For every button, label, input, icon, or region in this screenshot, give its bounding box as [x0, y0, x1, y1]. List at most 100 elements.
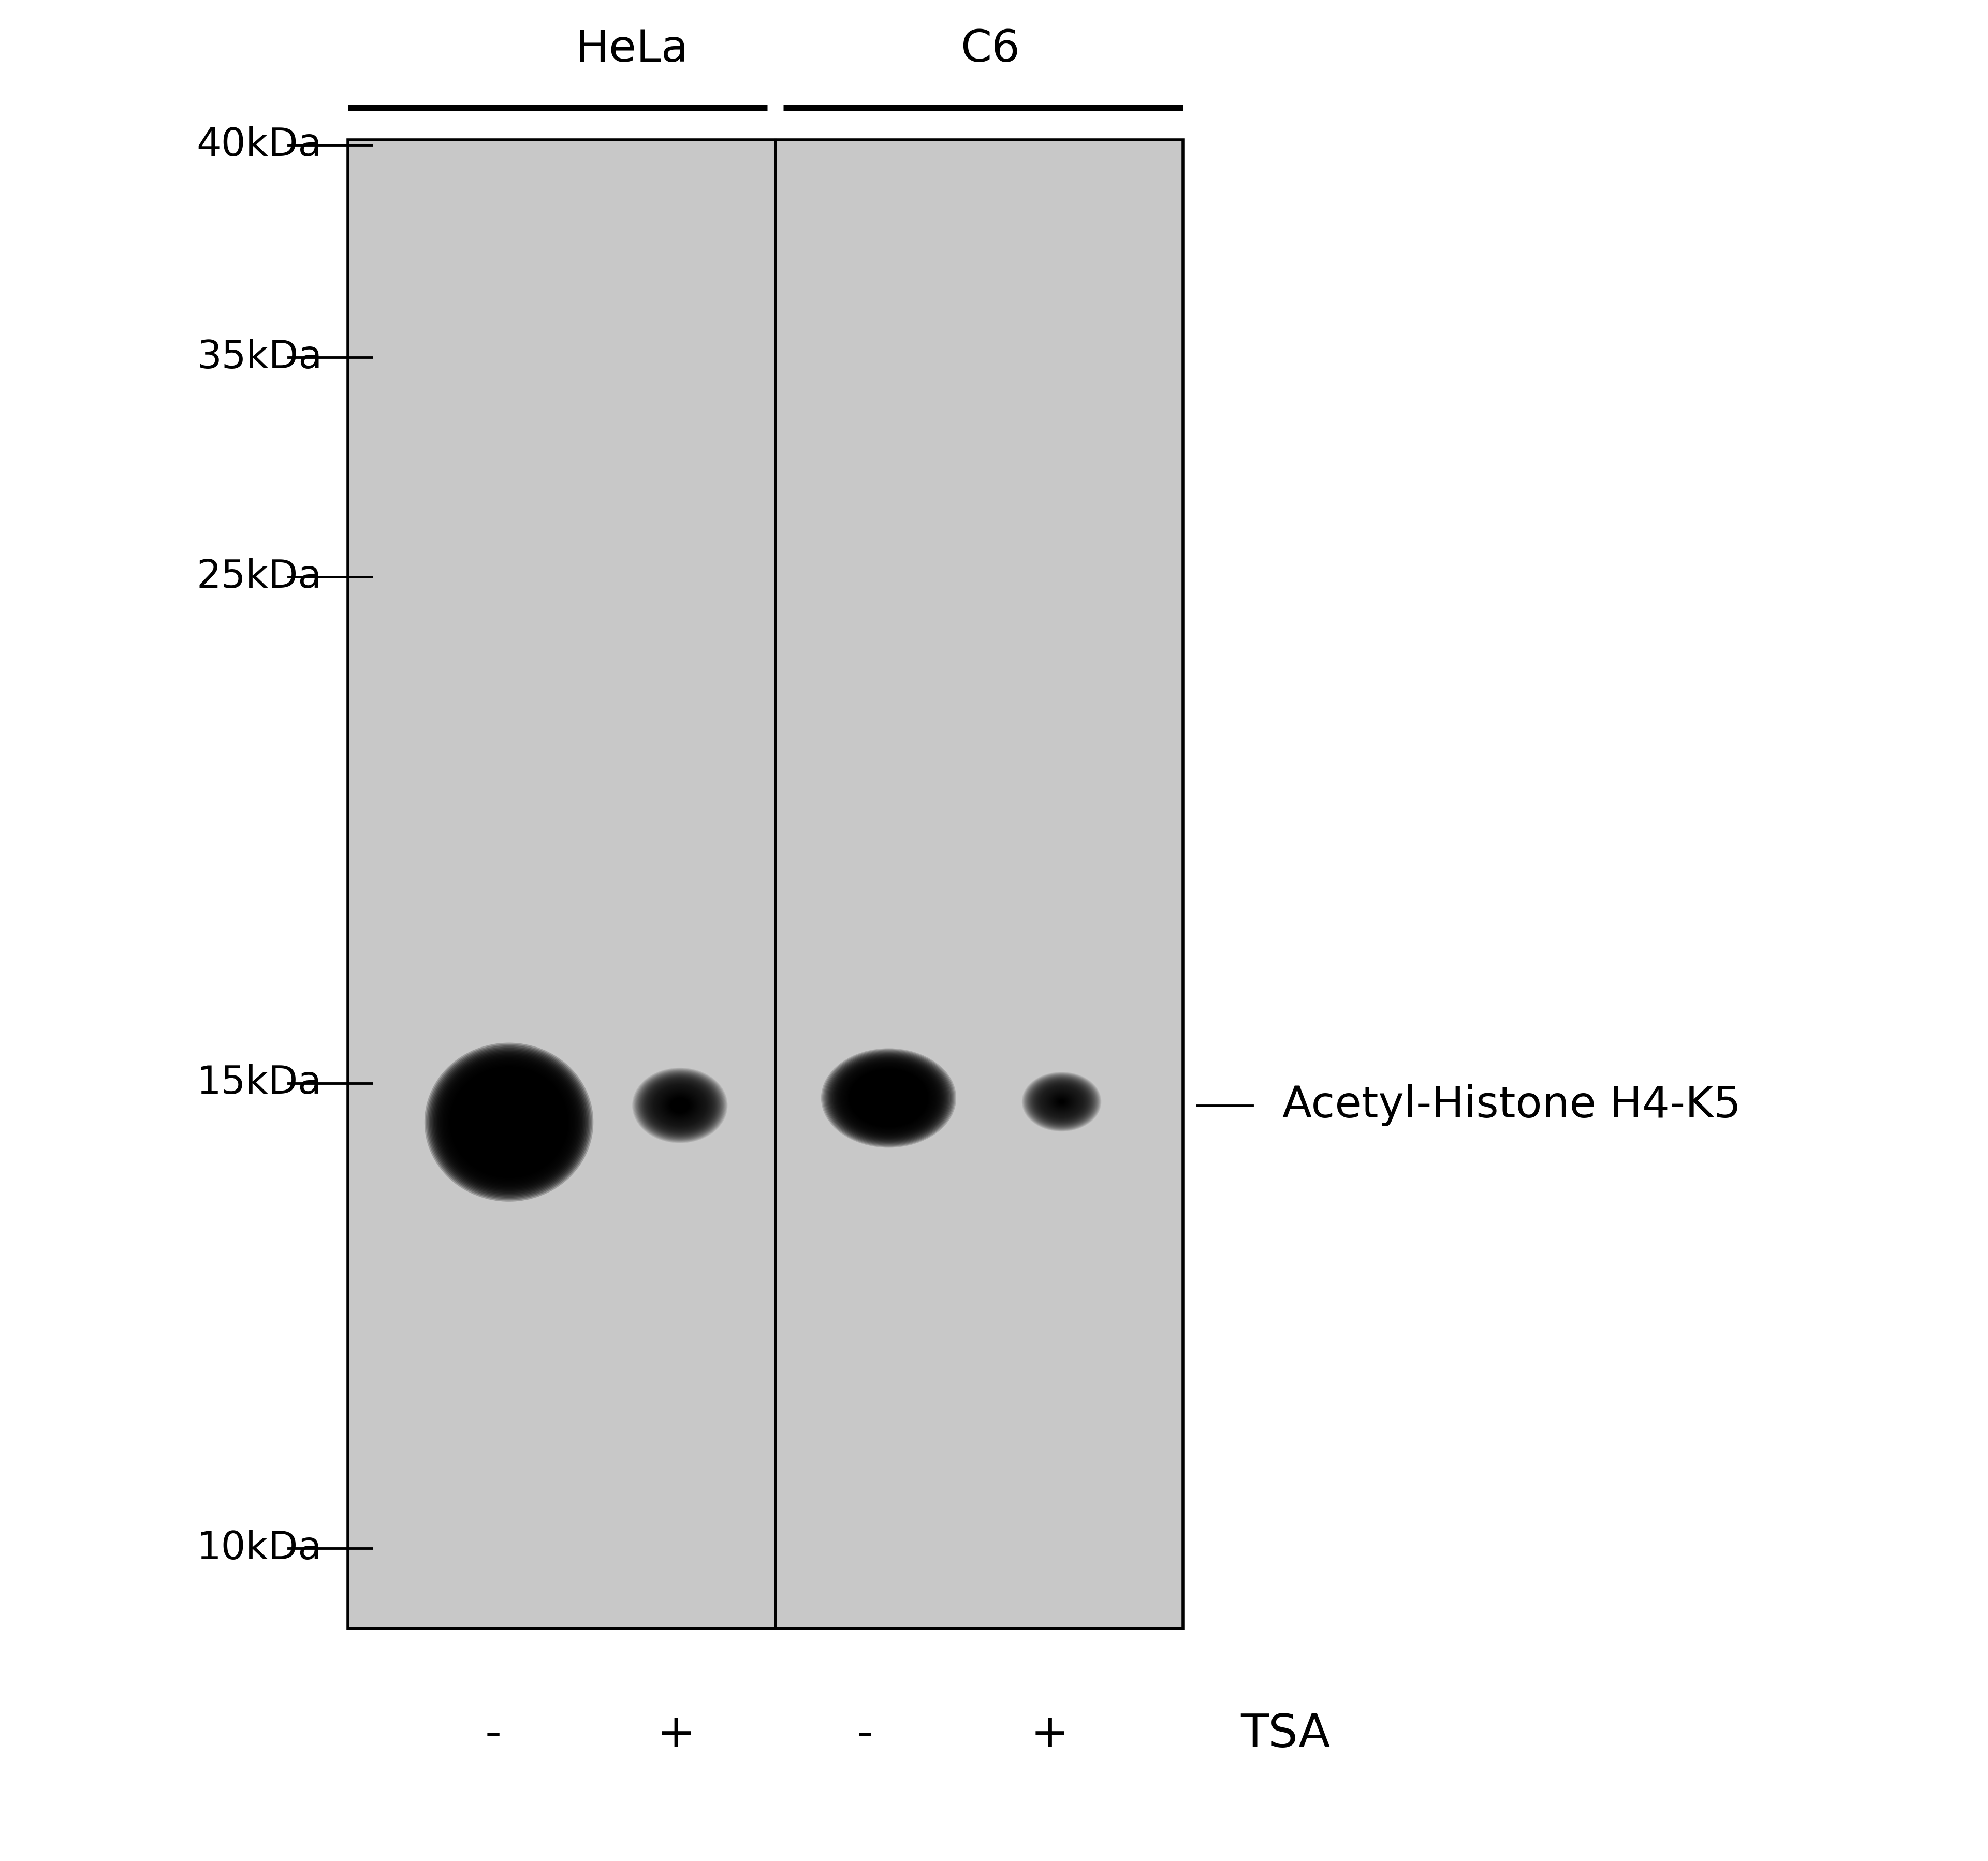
- Ellipse shape: [447, 1064, 571, 1180]
- Ellipse shape: [443, 1061, 575, 1184]
- Ellipse shape: [855, 1074, 922, 1122]
- Ellipse shape: [1030, 1078, 1093, 1126]
- Ellipse shape: [1026, 1076, 1097, 1128]
- Ellipse shape: [439, 1057, 579, 1187]
- Ellipse shape: [441, 1059, 577, 1185]
- Ellipse shape: [821, 1048, 956, 1148]
- Ellipse shape: [644, 1076, 716, 1135]
- Ellipse shape: [845, 1066, 932, 1130]
- Ellipse shape: [632, 1068, 728, 1143]
- Ellipse shape: [477, 1092, 541, 1152]
- Ellipse shape: [638, 1072, 722, 1139]
- Ellipse shape: [640, 1074, 720, 1137]
- Ellipse shape: [833, 1057, 944, 1139]
- Ellipse shape: [1024, 1074, 1099, 1130]
- Text: +: +: [656, 1712, 696, 1757]
- Ellipse shape: [479, 1094, 539, 1150]
- Ellipse shape: [837, 1061, 940, 1135]
- Ellipse shape: [843, 1064, 934, 1131]
- Ellipse shape: [640, 1074, 720, 1137]
- Ellipse shape: [467, 1083, 551, 1161]
- Ellipse shape: [839, 1061, 938, 1135]
- Ellipse shape: [636, 1072, 724, 1139]
- Ellipse shape: [425, 1044, 592, 1200]
- Text: +: +: [1030, 1712, 1070, 1757]
- Ellipse shape: [833, 1057, 944, 1139]
- Ellipse shape: [857, 1074, 920, 1122]
- Ellipse shape: [640, 1074, 720, 1137]
- Ellipse shape: [469, 1085, 549, 1159]
- Ellipse shape: [1026, 1074, 1097, 1130]
- Ellipse shape: [427, 1046, 590, 1198]
- Ellipse shape: [473, 1089, 545, 1156]
- Ellipse shape: [829, 1053, 948, 1143]
- Ellipse shape: [457, 1074, 561, 1171]
- Ellipse shape: [642, 1076, 718, 1135]
- Ellipse shape: [847, 1068, 930, 1128]
- Ellipse shape: [634, 1068, 726, 1143]
- Text: C6: C6: [960, 28, 1020, 71]
- Ellipse shape: [439, 1055, 579, 1189]
- Ellipse shape: [841, 1063, 936, 1133]
- Ellipse shape: [648, 1081, 712, 1130]
- Ellipse shape: [463, 1079, 555, 1165]
- Ellipse shape: [831, 1055, 946, 1141]
- Ellipse shape: [1024, 1074, 1099, 1130]
- Ellipse shape: [463, 1078, 555, 1167]
- Ellipse shape: [461, 1078, 557, 1167]
- Ellipse shape: [859, 1076, 918, 1120]
- Ellipse shape: [646, 1078, 714, 1133]
- Ellipse shape: [644, 1078, 716, 1133]
- Ellipse shape: [453, 1070, 565, 1174]
- Ellipse shape: [1028, 1076, 1095, 1128]
- Ellipse shape: [843, 1064, 934, 1131]
- Ellipse shape: [857, 1076, 920, 1120]
- Ellipse shape: [429, 1048, 588, 1197]
- Ellipse shape: [1030, 1078, 1093, 1126]
- Ellipse shape: [853, 1072, 924, 1124]
- Text: Acetyl-Histone H4-K5: Acetyl-Histone H4-K5: [1282, 1085, 1741, 1126]
- Ellipse shape: [471, 1087, 547, 1158]
- Ellipse shape: [459, 1076, 559, 1169]
- Ellipse shape: [1034, 1081, 1089, 1122]
- Ellipse shape: [853, 1072, 924, 1124]
- Ellipse shape: [859, 1076, 918, 1120]
- Text: 35kDa: 35kDa: [197, 339, 322, 376]
- Ellipse shape: [473, 1087, 545, 1158]
- Ellipse shape: [1034, 1081, 1089, 1122]
- Text: -: -: [857, 1712, 873, 1757]
- Ellipse shape: [823, 1050, 954, 1146]
- Ellipse shape: [835, 1059, 942, 1137]
- Ellipse shape: [644, 1078, 716, 1133]
- Ellipse shape: [648, 1079, 712, 1131]
- Ellipse shape: [1030, 1078, 1093, 1126]
- Ellipse shape: [839, 1061, 940, 1135]
- Ellipse shape: [642, 1076, 718, 1135]
- Text: TSA: TSA: [1241, 1712, 1330, 1757]
- Ellipse shape: [477, 1092, 541, 1152]
- Ellipse shape: [443, 1061, 575, 1184]
- Text: -: -: [485, 1712, 501, 1757]
- Ellipse shape: [632, 1068, 728, 1143]
- Ellipse shape: [431, 1050, 586, 1195]
- Ellipse shape: [1032, 1079, 1091, 1124]
- Ellipse shape: [1028, 1076, 1095, 1128]
- Ellipse shape: [453, 1070, 565, 1174]
- Ellipse shape: [433, 1051, 584, 1193]
- Text: 15kDa: 15kDa: [197, 1064, 322, 1102]
- Ellipse shape: [1032, 1079, 1091, 1124]
- Ellipse shape: [638, 1072, 722, 1139]
- Ellipse shape: [849, 1068, 928, 1128]
- Ellipse shape: [851, 1070, 926, 1126]
- Ellipse shape: [467, 1083, 551, 1161]
- Ellipse shape: [825, 1051, 952, 1145]
- Ellipse shape: [455, 1072, 563, 1172]
- Ellipse shape: [449, 1064, 569, 1180]
- Ellipse shape: [435, 1053, 582, 1191]
- Text: 10kDa: 10kDa: [197, 1530, 322, 1567]
- Ellipse shape: [449, 1066, 569, 1178]
- Ellipse shape: [437, 1055, 580, 1189]
- Ellipse shape: [1032, 1079, 1091, 1124]
- Ellipse shape: [1024, 1074, 1099, 1130]
- Ellipse shape: [646, 1079, 714, 1131]
